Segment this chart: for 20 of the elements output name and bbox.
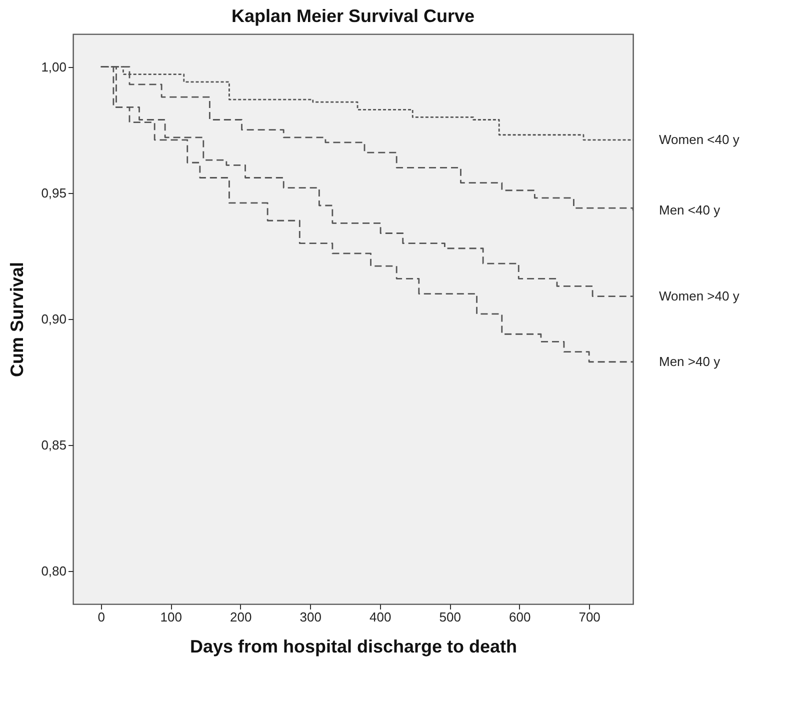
y-tick-label: 1,00	[41, 59, 66, 74]
chart-title: Kaplan Meier Survival Curve	[231, 6, 475, 26]
text: Men >40 y	[659, 354, 721, 369]
x-tick-label: 600	[508, 610, 531, 624]
x-tick-label: 700	[578, 610, 600, 624]
y-tick-label: 0,90	[41, 312, 66, 326]
x-tick-label: 300	[300, 610, 322, 624]
x-axis-title: Days from hospital discharge to death	[190, 636, 518, 656]
y-tick-label: 0,80	[41, 564, 66, 579]
x-tick-label: 500	[439, 610, 461, 624]
y-tick-label: 0,85	[41, 438, 66, 453]
y-tick-label: 0,95	[41, 185, 66, 200]
x-tick-label: 0	[98, 610, 106, 624]
x-tick-label: 200	[230, 610, 252, 624]
y-axis-title: Cum Survival	[7, 262, 28, 378]
text: Women <40 y	[659, 132, 740, 147]
series-label: Men <40 y	[659, 202, 721, 218]
x-tick-label: 100	[160, 610, 182, 624]
x-tick-label: 400	[370, 610, 392, 624]
text: Women >40 y	[659, 288, 740, 304]
